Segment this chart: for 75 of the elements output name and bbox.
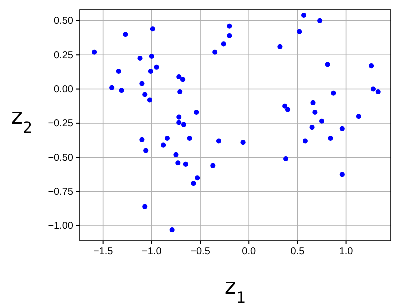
point xyxy=(318,18,323,24)
point xyxy=(176,74,182,80)
point xyxy=(370,86,376,92)
point xyxy=(356,114,362,120)
x-tick-label: −1.5 xyxy=(93,246,114,258)
point xyxy=(278,44,283,50)
point xyxy=(110,85,115,90)
point xyxy=(227,33,232,38)
point xyxy=(180,77,186,82)
x-tick-label: 0.0 xyxy=(242,246,256,258)
x-tick-label: −1.0 xyxy=(142,246,162,258)
point xyxy=(116,68,122,74)
point xyxy=(325,62,330,68)
x-tick-label: −0.5 xyxy=(190,246,211,258)
point xyxy=(176,120,182,126)
x-axis-title: z$_{1}$ xyxy=(224,275,246,304)
point xyxy=(140,137,145,142)
point xyxy=(340,172,345,178)
point xyxy=(181,122,187,128)
y-axis-title: z$_{2}$ xyxy=(11,105,33,137)
point xyxy=(194,110,200,116)
point xyxy=(310,100,316,106)
point xyxy=(123,32,128,38)
point xyxy=(285,107,291,112)
y-tick-label: −0.50 xyxy=(48,152,74,164)
point xyxy=(319,118,325,124)
point xyxy=(138,56,143,62)
point xyxy=(142,92,148,98)
point xyxy=(140,81,145,86)
point xyxy=(187,136,192,142)
point xyxy=(376,89,381,95)
point xyxy=(369,64,374,69)
point xyxy=(221,42,226,47)
point xyxy=(301,12,307,18)
point xyxy=(210,163,216,168)
point xyxy=(302,138,308,144)
x-tick-label: 0.5 xyxy=(290,246,306,258)
point xyxy=(340,126,345,132)
point xyxy=(297,29,302,34)
y-tick-label: −1.00 xyxy=(48,221,74,232)
point xyxy=(212,50,218,55)
point xyxy=(176,160,181,166)
point xyxy=(183,162,188,167)
point xyxy=(164,136,170,142)
point xyxy=(284,156,289,162)
point xyxy=(174,152,179,158)
point xyxy=(144,148,149,154)
point xyxy=(176,114,182,120)
y-tick-label: −0.25 xyxy=(48,118,74,130)
point xyxy=(227,24,232,29)
point xyxy=(148,68,154,74)
point xyxy=(195,176,200,181)
y-tick-label: −0.75 xyxy=(48,186,74,198)
point xyxy=(191,181,196,186)
point xyxy=(331,90,336,96)
point xyxy=(154,64,160,70)
point xyxy=(216,138,222,144)
point xyxy=(92,50,98,55)
point xyxy=(310,125,315,130)
point xyxy=(142,204,148,210)
point xyxy=(328,136,334,142)
point xyxy=(282,104,288,109)
y-tick-label: 0.25 xyxy=(54,50,74,62)
point xyxy=(119,88,124,94)
point xyxy=(150,26,156,32)
point xyxy=(149,54,154,59)
y-tick-label: 0.50 xyxy=(54,16,74,28)
point xyxy=(161,142,166,148)
point xyxy=(147,98,152,103)
point xyxy=(312,110,318,116)
point xyxy=(170,228,175,233)
y-tick-label: 0.00 xyxy=(54,84,74,96)
point xyxy=(178,89,183,95)
point xyxy=(240,140,246,146)
x-tick-label: 1.0 xyxy=(339,246,354,258)
